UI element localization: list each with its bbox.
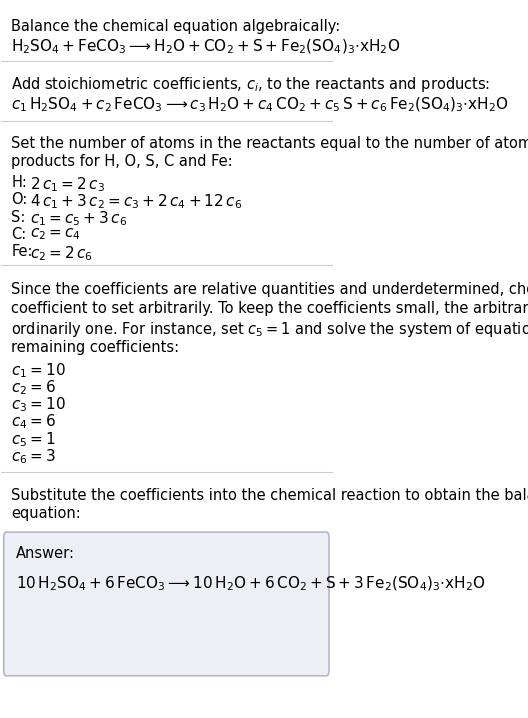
Text: Set the number of atoms in the reactants equal to the number of atoms in the: Set the number of atoms in the reactants… [11,136,528,151]
Text: $c_2 = 2\,c_6$: $c_2 = 2\,c_6$ [30,244,92,263]
Text: Substitute the coefficients into the chemical reaction to obtain the balanced: Substitute the coefficients into the che… [11,488,528,503]
Text: remaining coefficients:: remaining coefficients: [11,340,180,355]
FancyBboxPatch shape [4,532,329,676]
Text: $4\,c_1 + 3\,c_2 = c_3 + 2\,c_4 + 12\,c_6$: $4\,c_1 + 3\,c_2 = c_3 + 2\,c_4 + 12\,c_… [30,192,242,211]
Text: products for H, O, S, C and Fe:: products for H, O, S, C and Fe: [11,154,233,169]
Text: $c_5 = 1$: $c_5 = 1$ [11,430,56,449]
Text: $c_1 = 10$: $c_1 = 10$ [11,361,66,380]
Text: $\mathsf{H_2SO_4 + FeCO_3 \longrightarrow H_2O + CO_2 + S + Fe_2(SO_4)_3{\cdot}x: $\mathsf{H_2SO_4 + FeCO_3 \longrightarro… [11,37,401,55]
Text: $c_2 = 6$: $c_2 = 6$ [11,378,56,397]
Text: $10\,\mathsf{H_2SO_4} + 6\,\mathsf{FeCO_3} \longrightarrow 10\,\mathsf{H_2O} + 6: $10\,\mathsf{H_2SO_4} + 6\,\mathsf{FeCO_… [16,575,486,593]
Text: equation:: equation: [11,506,81,521]
Text: Balance the chemical equation algebraically:: Balance the chemical equation algebraica… [11,19,341,34]
Text: $c_6 = 3$: $c_6 = 3$ [11,447,56,466]
Text: $2\,c_1 = 2\,c_3$: $2\,c_1 = 2\,c_3$ [30,175,105,194]
Text: $c_1\, \mathsf{H_2SO_4} + c_2\, \mathsf{FeCO_3} \longrightarrow c_3\, \mathsf{H_: $c_1\, \mathsf{H_2SO_4} + c_2\, \mathsf{… [11,95,509,114]
Text: S:: S: [11,210,26,225]
Text: C:: C: [11,227,26,242]
Text: ordinarily one. For instance, set $c_5 = 1$ and solve the system of equations fo: ordinarily one. For instance, set $c_5 =… [11,320,528,340]
Text: H:: H: [11,175,27,190]
Text: $c_4 = 6$: $c_4 = 6$ [11,413,56,432]
Text: $c_3 = 10$: $c_3 = 10$ [11,396,66,414]
Text: Since the coefficients are relative quantities and underdetermined, choose a: Since the coefficients are relative quan… [11,281,528,297]
Text: coefficient to set arbitrarily. To keep the coefficients small, the arbitrary va: coefficient to set arbitrarily. To keep … [11,301,528,316]
Text: Add stoichiometric coefficients, $c_i$, to the reactants and products:: Add stoichiometric coefficients, $c_i$, … [11,75,491,94]
Text: Fe:: Fe: [11,244,33,259]
Text: $c_2 = c_4$: $c_2 = c_4$ [30,227,80,243]
Text: Answer:: Answer: [16,546,76,561]
Text: $c_1 = c_5 + 3\,c_6$: $c_1 = c_5 + 3\,c_6$ [30,210,127,228]
Text: O:: O: [11,192,27,208]
